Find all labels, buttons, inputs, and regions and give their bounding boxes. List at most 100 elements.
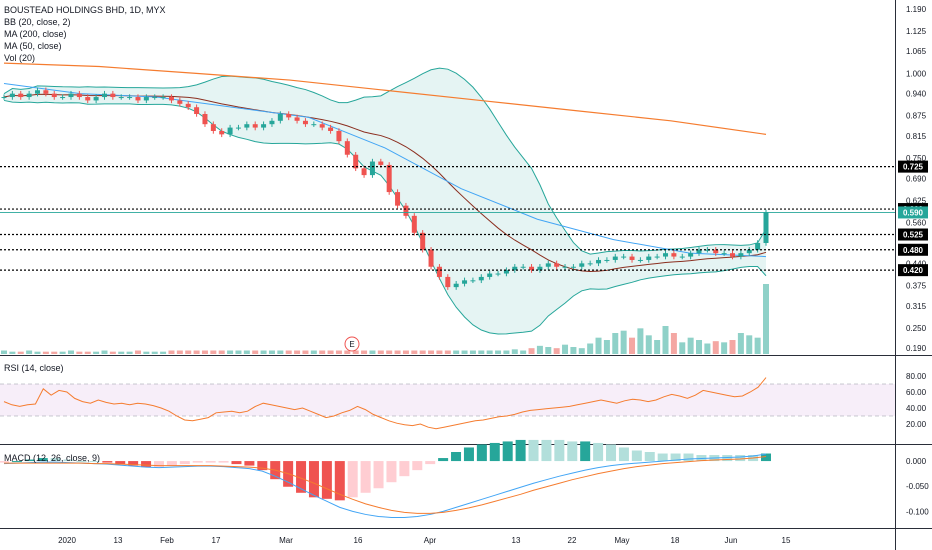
candle-body [101, 93, 107, 98]
candle-body [269, 120, 275, 125]
time-axis-tick: May [614, 536, 629, 545]
price-level-label: 0.525 [903, 231, 924, 240]
candle-body [60, 97, 66, 99]
candle-body [411, 215, 417, 233]
volume-bar [369, 350, 376, 354]
volume-bar [26, 350, 33, 354]
macd-line [3, 453, 767, 518]
price-axis-tick: 0.625 [906, 197, 927, 206]
macd-histogram-bar [761, 453, 771, 462]
candle-body [755, 242, 761, 250]
price-axis-tick: 0.750 [906, 154, 927, 163]
macd-histogram-bar [308, 461, 319, 498]
volume-bar [469, 350, 476, 354]
volume-bar [176, 350, 183, 354]
macd-histogram-bar [257, 461, 268, 471]
volume-bar [34, 351, 41, 354]
volume-bar [478, 350, 485, 354]
macd-histogram-bar [722, 455, 733, 462]
volume-bar [679, 342, 686, 354]
macd-histogram-bar [244, 461, 255, 466]
candle-body [663, 253, 669, 257]
time-axis-tick: 17 [212, 536, 221, 545]
time-axis-tick: 15 [782, 536, 791, 545]
candle-body [704, 249, 710, 251]
macd-histogram-bar [528, 439, 539, 462]
price-axis-tick: 1.065 [906, 47, 927, 56]
candle-body [403, 205, 409, 216]
macd-histogram-bar [63, 459, 74, 462]
volume-bar [76, 351, 83, 354]
candle-body [596, 259, 602, 264]
candle-body [562, 266, 568, 268]
candle-body [127, 97, 133, 99]
time-axis-tick: 13 [114, 536, 123, 545]
volume-bar [210, 350, 217, 354]
macd-histogram-bar [179, 461, 190, 465]
volume-bar [721, 342, 728, 354]
macd-histogram-bar [231, 461, 242, 465]
volume-bar [595, 337, 602, 354]
volume-bar [377, 350, 384, 354]
volume-bar [428, 350, 435, 354]
volume-bar [729, 340, 736, 354]
volume-bar [746, 335, 753, 354]
volume-bar [654, 340, 661, 354]
macd-histogram-bar [347, 461, 358, 498]
macd-histogram-bar [399, 461, 410, 477]
volume-bar [93, 351, 100, 354]
candle-body [135, 97, 141, 101]
macd-axis-tick: 0.000 [906, 457, 927, 466]
macd-histogram-bar [11, 461, 22, 463]
macd-histogram-bar [296, 461, 307, 493]
legend-ma200: MA (200, close) [4, 29, 67, 39]
macd-histogram-bar [89, 461, 100, 463]
price-axis-tick: 0.815 [906, 132, 927, 141]
candle-body [311, 124, 317, 126]
legend-bb: BB (20, close, 2) [4, 17, 71, 27]
macd-histogram-bar [412, 461, 423, 471]
macd-legend: MACD (12, 26, close, 9) [4, 452, 100, 464]
legend-vol: Vol (20) [4, 53, 36, 63]
price-level-label: 0.725 [903, 163, 924, 172]
candle-body [378, 161, 384, 165]
candle-body [721, 253, 727, 255]
volume-bar [629, 337, 636, 354]
candle-body [152, 97, 158, 99]
macd-histogram-bar [321, 461, 332, 499]
candle-body [294, 117, 300, 121]
ma50-line [3, 82, 767, 258]
volume-bar [587, 343, 594, 354]
candle-body [570, 266, 576, 268]
volume-bar [754, 337, 761, 354]
candle-body [51, 93, 57, 98]
volume-bar [361, 350, 368, 354]
bollinger-upper [3, 67, 767, 255]
volume-bar [151, 351, 158, 354]
volume-bar [662, 326, 669, 354]
macd-histogram-bar [76, 461, 87, 463]
volume-bar [612, 333, 619, 354]
macd-histogram-bar [580, 441, 591, 462]
candle-body [621, 256, 627, 258]
price-axis-tick: 0.440 [906, 259, 927, 268]
macd-histogram-bar [502, 441, 513, 462]
volume-bar [227, 350, 234, 354]
volume-bar [344, 350, 351, 354]
macd-histogram-bar [102, 461, 113, 463]
volume-bar [545, 347, 552, 354]
candle-body [445, 276, 451, 288]
candle-body [529, 266, 535, 271]
macd-histogram-bar [515, 439, 526, 462]
candle-body [646, 256, 652, 260]
volume-bar [712, 341, 719, 354]
volume-bar [294, 350, 301, 354]
macd-histogram-bar [657, 453, 668, 462]
volume-bar [160, 351, 167, 354]
price-level-label: 0.480 [903, 246, 924, 255]
volume-bar [620, 330, 627, 354]
candle-body [420, 232, 426, 250]
candle-body [746, 249, 752, 254]
price-axis-tick: 0.690 [906, 175, 927, 184]
